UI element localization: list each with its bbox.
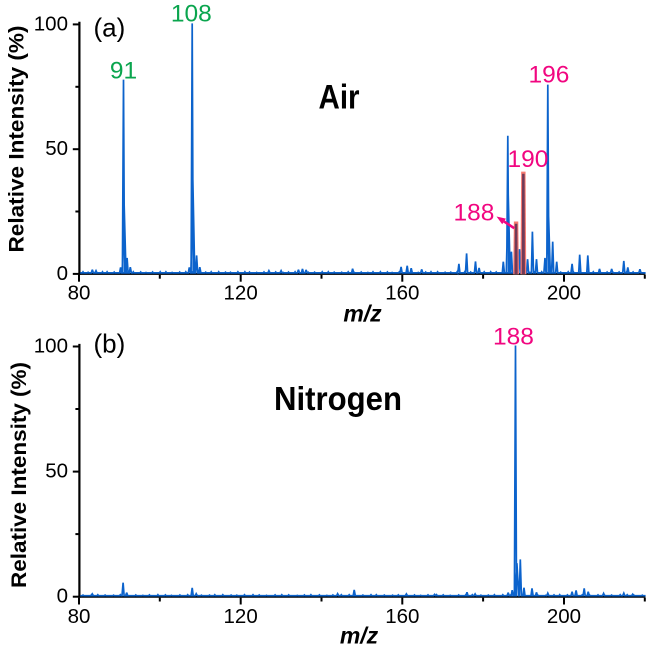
- svg-text:Air: Air: [319, 79, 360, 117]
- svg-text:Relative Intensity (%): Relative Intensity (%): [7, 362, 31, 588]
- svg-text:Relative Intensity (%): Relative Intensity (%): [5, 26, 29, 253]
- svg-text:91: 91: [110, 58, 137, 85]
- svg-text:188: 188: [454, 200, 495, 227]
- svg-text:190: 190: [507, 146, 548, 173]
- svg-text:200: 200: [547, 605, 581, 628]
- svg-text:m/z: m/z: [340, 623, 379, 649]
- svg-text:Nitrogen: Nitrogen: [274, 380, 402, 417]
- svg-text:200: 200: [547, 281, 581, 304]
- svg-text:120: 120: [224, 281, 258, 304]
- svg-text:108: 108: [171, 0, 212, 27]
- svg-text:188: 188: [493, 324, 534, 351]
- svg-text:100: 100: [34, 335, 68, 358]
- svg-text:0: 0: [57, 262, 68, 285]
- svg-text:50: 50: [45, 137, 68, 160]
- svg-text:120: 120: [224, 605, 258, 628]
- svg-text:m/z: m/z: [343, 301, 382, 327]
- svg-text:100: 100: [34, 12, 68, 35]
- svg-text:196: 196: [529, 62, 570, 89]
- svg-text:160: 160: [385, 281, 419, 304]
- svg-text:0: 0: [57, 585, 68, 608]
- svg-text:80: 80: [68, 281, 91, 304]
- svg-text:80: 80: [68, 605, 91, 628]
- svg-text:(a): (a): [94, 13, 126, 43]
- svg-text:(b): (b): [94, 329, 126, 359]
- svg-text:50: 50: [45, 460, 68, 483]
- svg-text:160: 160: [385, 605, 419, 628]
